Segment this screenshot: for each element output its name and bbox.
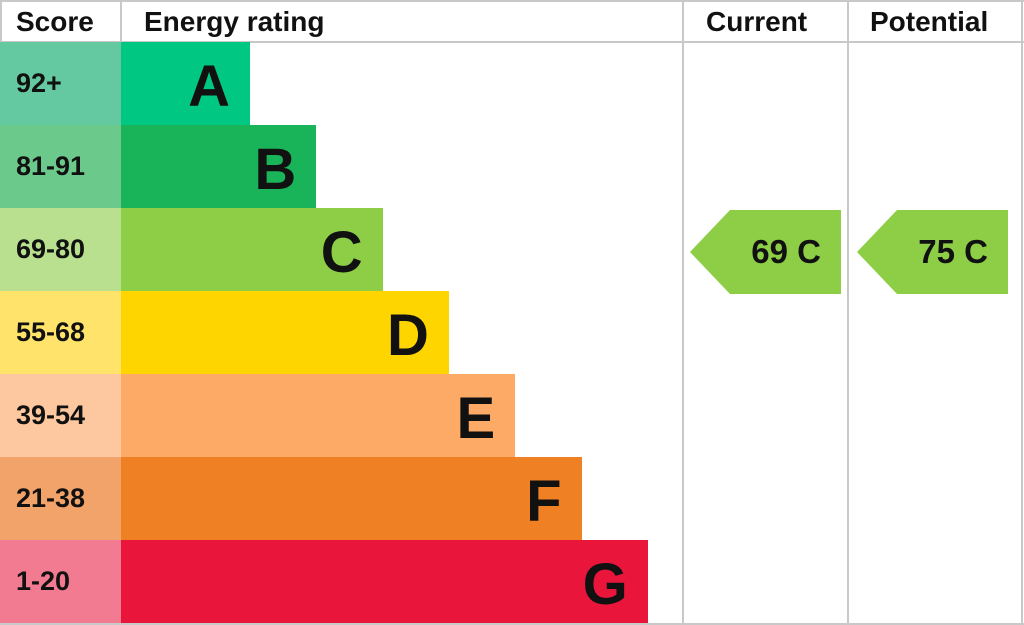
grid-line <box>847 0 849 625</box>
score-range-f: 21-38 <box>0 457 121 540</box>
header-energy-rating: Energy rating <box>144 6 325 37</box>
header-potential: Potential <box>870 6 989 37</box>
arrow-shape <box>857 210 1008 294</box>
grid-line <box>0 623 1024 625</box>
rating-bar-c: C <box>121 208 383 291</box>
score-range-a: 92+ <box>0 42 121 125</box>
grid-line <box>0 0 1024 2</box>
grid-line <box>682 0 684 625</box>
rating-bar-g: G <box>121 540 648 623</box>
current-rating-arrow: 69 C <box>690 210 841 294</box>
rating-bar-d: D <box>121 291 449 374</box>
grid-line <box>1021 0 1023 625</box>
score-range-b: 81-91 <box>0 125 121 208</box>
arrow-shape <box>690 210 841 294</box>
rating-bar-a: A <box>121 42 250 125</box>
header-current: Current <box>706 6 808 37</box>
score-range-g: 1-20 <box>0 540 121 623</box>
rating-bar-f: F <box>121 457 582 540</box>
header-score: Score <box>16 6 94 37</box>
rating-bar-e: E <box>121 374 516 457</box>
grid-line <box>120 0 122 42</box>
score-range-c: 69-80 <box>0 208 121 291</box>
potential-rating-arrow: 75 C <box>857 210 1008 294</box>
score-range-e: 39-54 <box>0 374 121 457</box>
current-rating-label: 69 C <box>751 233 821 270</box>
potential-rating-label: 75 C <box>918 233 988 270</box>
grid-line <box>0 41 1024 43</box>
score-range-d: 55-68 <box>0 291 121 374</box>
rating-bar-b: B <box>121 125 317 208</box>
